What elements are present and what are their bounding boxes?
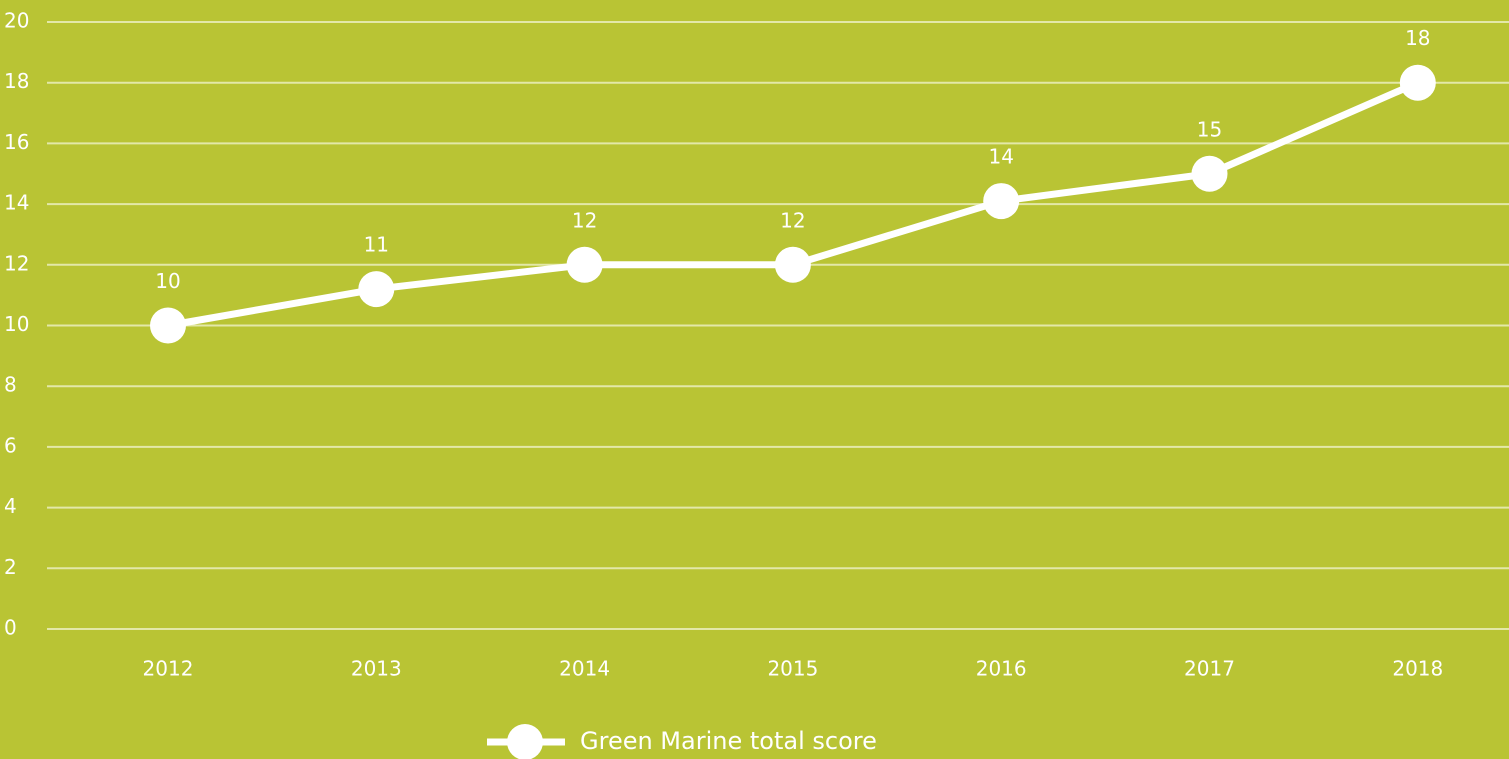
y-tick-label: 2 [4, 555, 17, 579]
x-tick-label: 2012 [143, 657, 194, 681]
point [150, 307, 186, 344]
legend-marker [507, 724, 543, 759]
data-label: 14 [988, 145, 1013, 169]
y-tick-label: 6 [4, 433, 17, 457]
data-label: 11 [364, 233, 389, 257]
x-tick-label: 2015 [767, 657, 818, 681]
y-tick-label: 10 [4, 312, 29, 336]
data-label: 10 [155, 269, 180, 293]
point [358, 271, 395, 308]
y-tick-label: 4 [4, 494, 17, 518]
point [566, 246, 603, 283]
data-label: 12 [780, 208, 805, 232]
legend-label: Green Marine total score [580, 727, 877, 755]
point [1399, 64, 1436, 101]
y-tick-label: 18 [4, 69, 29, 93]
x-tick-label: 2014 [559, 657, 610, 681]
point [983, 183, 1020, 220]
y-tick-label: 8 [4, 373, 17, 397]
y-tick-label: 14 [4, 191, 29, 215]
y-tick-label: 0 [4, 616, 17, 640]
x-tick-label: 2017 [1184, 657, 1235, 681]
data-label: 15 [1197, 117, 1222, 141]
data-label: 12 [572, 208, 597, 232]
x-tick-label: 2013 [351, 657, 402, 681]
y-tick-label: 16 [4, 130, 29, 154]
data-label: 18 [1405, 26, 1430, 50]
point [774, 246, 811, 283]
x-tick-label: 2016 [976, 657, 1027, 681]
y-tick-label: 20 [4, 9, 29, 33]
point [1191, 155, 1228, 192]
x-tick-label: 2018 [1392, 657, 1443, 681]
y-tick-label: 12 [4, 251, 29, 275]
